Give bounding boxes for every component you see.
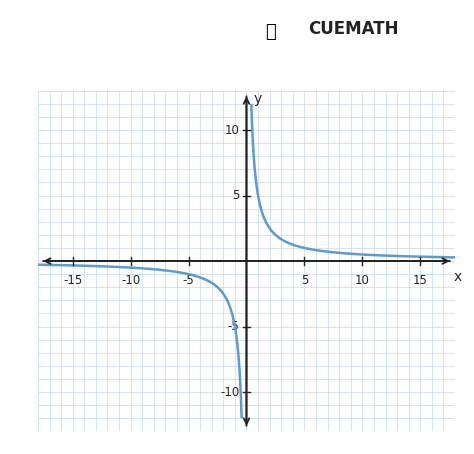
Text: 15: 15: [413, 274, 428, 287]
Text: 5: 5: [232, 189, 239, 202]
Text: y: y: [254, 92, 262, 106]
Text: 5: 5: [301, 274, 308, 287]
Text: -15: -15: [63, 274, 82, 287]
Text: -5: -5: [228, 320, 239, 333]
Text: 10: 10: [355, 274, 370, 287]
Text: x: x: [454, 270, 462, 284]
Text: -10: -10: [220, 385, 239, 399]
Text: -10: -10: [121, 274, 140, 287]
Text: 10: 10: [225, 123, 239, 137]
Text: CUEMATH: CUEMATH: [308, 20, 399, 39]
Text: 🚀: 🚀: [265, 23, 276, 41]
Text: -5: -5: [182, 274, 194, 287]
